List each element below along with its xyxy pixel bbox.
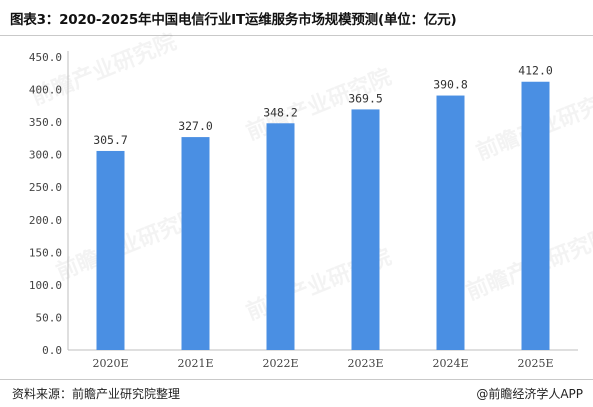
watermark-text-0: 前瞻产业研究院 bbox=[28, 29, 181, 111]
bar-2024E bbox=[436, 95, 465, 350]
y-tick-label-2: 100.0 bbox=[29, 279, 62, 292]
x-tick-label-2022E: 2022E bbox=[262, 357, 298, 370]
brand-label: @前瞻经济学人APP bbox=[476, 387, 583, 401]
bar-2020E bbox=[96, 150, 125, 350]
bar-2022E bbox=[266, 123, 295, 350]
x-tick-label-2025E: 2025E bbox=[517, 357, 553, 370]
source-note: 资料来源：前瞻产业研究院整理 bbox=[12, 387, 181, 401]
bar-chart: 前瞻产业研究院前瞻产业研究院前瞻产业研究院前瞻产业研究院前瞻产业研究院前瞻产业研… bbox=[28, 29, 593, 370]
bar-2021E bbox=[181, 137, 210, 350]
y-tick-label-9: 450.0 bbox=[29, 51, 62, 64]
bar-layer: 305.7 327.0 348.2 369.5 390.8 412.0 bbox=[93, 64, 553, 351]
data-label-2024E: 390.8 bbox=[433, 78, 468, 92]
y-tick-label-3: 150.0 bbox=[29, 246, 62, 259]
data-label-2021E: 327.0 bbox=[178, 119, 213, 133]
axis-layer: 0.0 50.0 100.0 150.0 200.0 250.0 300.0 350.0 400… bbox=[29, 51, 578, 370]
data-label-2020E: 305.7 bbox=[93, 133, 128, 147]
y-tick-label-0: 0.0 bbox=[42, 344, 62, 357]
data-label-2023E: 369.5 bbox=[348, 91, 383, 105]
x-tick-label-2023E: 2023E bbox=[347, 357, 383, 370]
y-tick-label-7: 350.0 bbox=[29, 116, 62, 129]
x-tick-label-2024E: 2024E bbox=[432, 357, 468, 370]
chart-title: 图表3：2020-2025年中国电信行业IT运维服务市场规模预测(单位：亿元) bbox=[10, 12, 457, 28]
y-tick-label-8: 400.0 bbox=[29, 84, 62, 97]
data-label-2025E: 412.0 bbox=[518, 64, 553, 78]
y-tick-label-6: 300.0 bbox=[29, 149, 62, 162]
data-label-2022E: 348.2 bbox=[263, 105, 298, 119]
y-tick-label-4: 200.0 bbox=[29, 214, 62, 227]
bar-2023E bbox=[351, 109, 380, 350]
y-tick-label-5: 250.0 bbox=[29, 181, 62, 194]
title-divider bbox=[0, 35, 593, 36]
bar-2025E bbox=[521, 81, 550, 351]
footer-divider bbox=[0, 379, 593, 380]
x-tick-label-2020E: 2020E bbox=[92, 357, 128, 370]
x-tick-label-2021E: 2021E bbox=[177, 357, 213, 370]
y-tick-label-1: 50.0 bbox=[36, 311, 63, 324]
